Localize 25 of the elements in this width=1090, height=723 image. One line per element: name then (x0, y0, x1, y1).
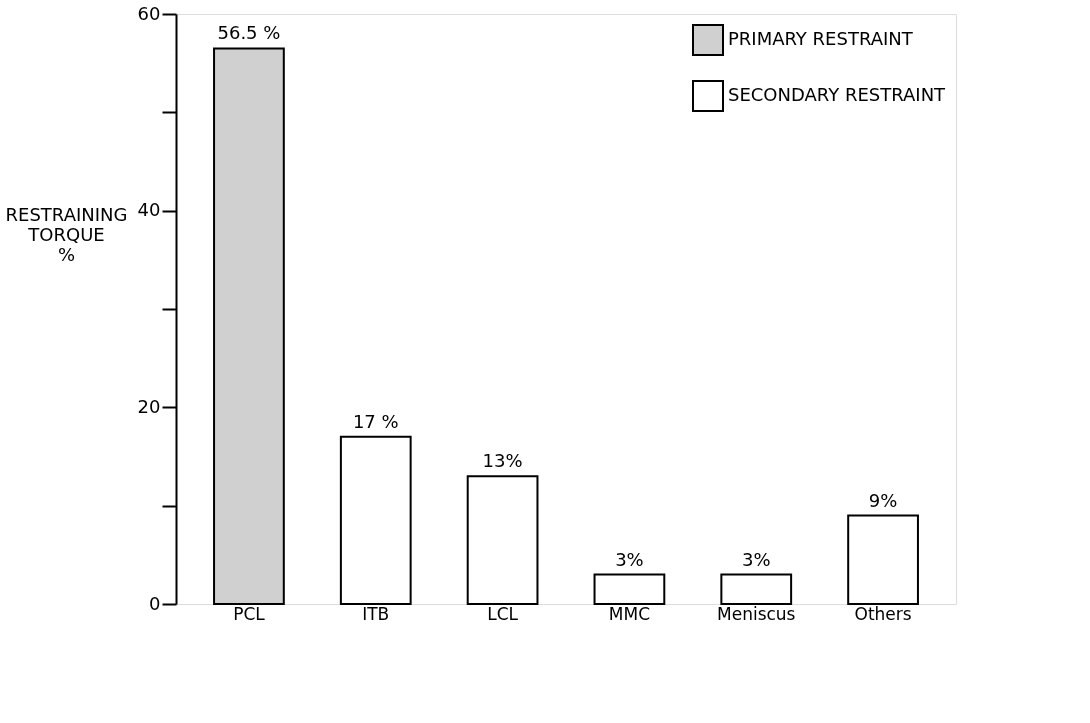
x-tick-label: ITB (362, 603, 390, 624)
x-tick-label: PCL (233, 603, 266, 624)
text: 3% (741, 548, 771, 570)
y-tick-label: 40 (137, 199, 161, 221)
y-tick-label: 60 (137, 2, 161, 24)
text: 9% (868, 489, 898, 511)
text: 56.5 % (217, 22, 281, 44)
bar (847, 514, 919, 605)
legend-label: SECONDARY RESTRAINT (728, 84, 947, 105)
y-tick-label: 20 (137, 395, 161, 417)
text: 13% (482, 450, 523, 472)
x-tick-label: LCL (487, 603, 519, 624)
bar (593, 573, 666, 605)
x-tick-label: MMC (608, 603, 651, 624)
y-axis-title: RESTRAINING TORQUE % (5, 203, 128, 265)
legend-label: PRIMARY RESTRAINT (728, 28, 914, 49)
text: 17 % (352, 410, 399, 432)
bar (213, 47, 285, 605)
x-tick-label: Others (854, 603, 912, 624)
bar (339, 435, 412, 605)
bar (466, 475, 539, 605)
x-tick-label: Meniscus (717, 603, 796, 624)
bar (720, 573, 793, 605)
y-tick-label: 0 (149, 592, 161, 614)
text: 3% (615, 548, 644, 570)
